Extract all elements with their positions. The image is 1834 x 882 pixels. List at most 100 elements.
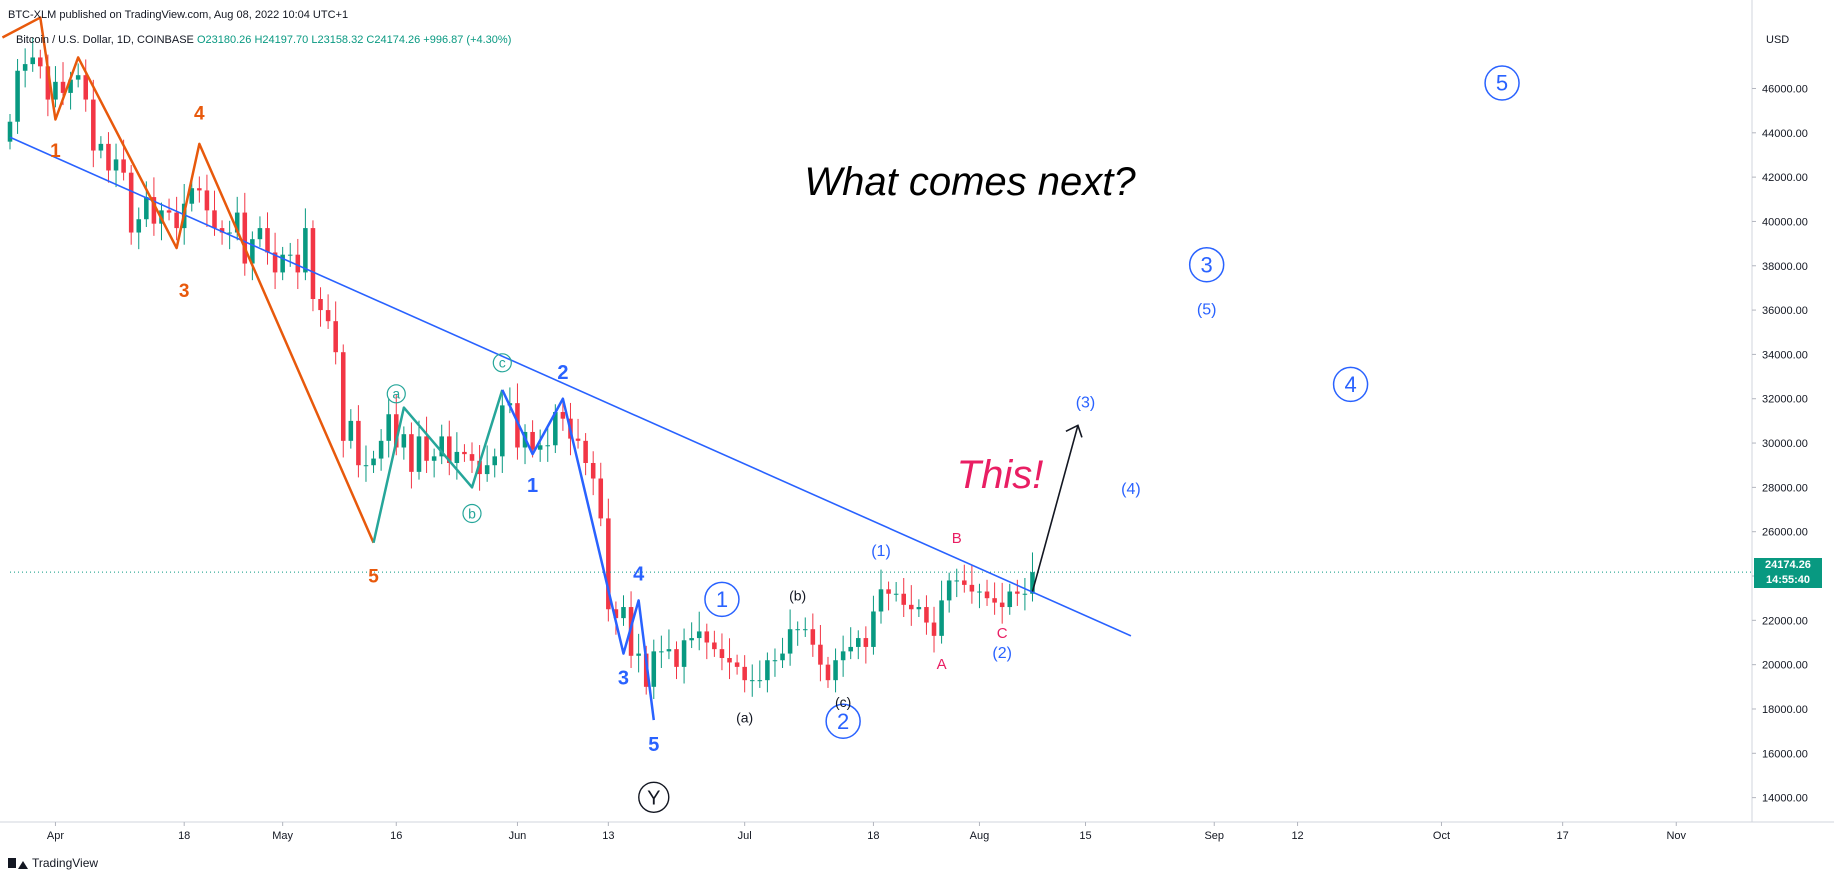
candle-body: [856, 638, 861, 647]
candle-body: [287, 254, 293, 256]
wave-label: a: [392, 386, 400, 402]
candle-body: [144, 197, 149, 220]
wave-label: (2): [992, 645, 1012, 662]
candle-body: [401, 434, 407, 448]
wave-label: A: [937, 656, 947, 673]
wave-label: 1: [716, 587, 728, 612]
ohlc-low: L23158.32: [311, 34, 364, 46]
candle-body: [530, 431, 535, 450]
wave-label-circle: [1484, 65, 1520, 101]
last-price-tag: 24174.26 14:55:40: [1754, 558, 1822, 588]
wave-label: 4: [194, 104, 205, 125]
candle-body: [696, 631, 702, 639]
candle-body: [651, 651, 657, 687]
wave-label-circle: [492, 353, 512, 373]
last-price: 24174.26: [1765, 559, 1811, 571]
candle-body: [962, 580, 967, 585]
wave-label: Y: [647, 787, 660, 809]
x-tick-label: 12: [1291, 830, 1303, 842]
wave-label-circle: [825, 703, 861, 739]
candle-body: [98, 143, 104, 151]
x-tick-label: Aug: [970, 830, 990, 842]
wave-label: 3: [618, 668, 629, 690]
candle-body: [409, 434, 414, 472]
candle-body: [909, 604, 914, 610]
orange-wave-path: [1, 16, 375, 544]
y-tick-label: 42000.00: [1762, 172, 1808, 184]
candle-body: [659, 651, 664, 653]
candle-body: [310, 228, 316, 300]
wave-label: b: [468, 505, 476, 521]
wave-label: (3): [1076, 395, 1096, 412]
candle-body: [893, 593, 899, 595]
y-tick-label: 28000.00: [1762, 482, 1808, 494]
tradingview-brand[interactable]: TradingView: [8, 856, 98, 870]
candle-body: [7, 121, 13, 142]
candle-body: [219, 228, 225, 233]
candle-body: [280, 254, 285, 273]
wave-label: (c): [835, 694, 851, 710]
candle-body: [924, 607, 929, 623]
x-tick-label: Sep: [1204, 830, 1224, 842]
candle-body: [719, 649, 725, 659]
tradingview-logo-icon: [8, 857, 28, 869]
candle-body: [810, 629, 816, 645]
candle-body: [469, 454, 475, 461]
candle-body: [386, 414, 391, 441]
descending-trendline: [9, 136, 1132, 637]
candle-body: [454, 451, 460, 463]
candle-body: [431, 456, 437, 461]
ohlc-change: +996.87 (+4.30%): [423, 34, 512, 46]
wave-label: 5: [368, 567, 379, 588]
wave-label: 1: [50, 141, 61, 162]
currency-label: USD: [1766, 34, 1790, 46]
candle-body: [734, 662, 740, 667]
wave-label: 4: [1344, 372, 1356, 397]
candle-body: [583, 440, 588, 463]
candle-body: [871, 611, 876, 647]
candle-body: [378, 440, 384, 459]
candle-body: [83, 75, 89, 100]
candle-body: [825, 664, 831, 681]
candle-body: [863, 638, 869, 647]
candle-body: [560, 412, 566, 419]
candle-body: [984, 591, 990, 599]
wave-label: 2: [557, 362, 568, 384]
candle-body: [363, 465, 369, 467]
y-tick-label: 30000.00: [1762, 438, 1808, 450]
candle-body: [969, 584, 975, 592]
candle-body: [1015, 591, 1020, 594]
wave-label: B: [952, 530, 962, 547]
y-tick-label: 36000.00: [1762, 305, 1808, 317]
x-tick-label: 13: [602, 830, 614, 842]
candle-body: [765, 660, 770, 681]
candle-body: [38, 57, 43, 67]
candle-body: [318, 299, 323, 311]
candle-body: [348, 420, 354, 441]
candle-body: [371, 458, 376, 466]
candle-body: [666, 649, 672, 652]
candle-body: [1007, 591, 1013, 608]
wave-label: (4): [1121, 481, 1141, 498]
candle-body: [780, 653, 785, 661]
y-tick-label: 44000.00: [1762, 128, 1808, 140]
candle-body: [590, 462, 596, 479]
candle-body: [439, 436, 444, 457]
wave-label: 2: [837, 709, 849, 734]
candle-body: [553, 412, 558, 446]
candle-body: [500, 405, 505, 457]
candle-body: [227, 232, 232, 234]
symbol-name[interactable]: Bitcoin / U.S. Dollar, 1D, COINBASE: [16, 34, 194, 46]
y-tick-label: 26000.00: [1762, 527, 1808, 539]
wave-label-circle: [638, 781, 670, 813]
projection-arrow: [1031, 425, 1079, 592]
brand-name: TradingView: [32, 856, 99, 870]
candle-body: [60, 81, 66, 93]
y-tick-label: 38000.00: [1762, 261, 1808, 273]
wave-label: (5): [1197, 302, 1217, 319]
candle-body: [447, 436, 452, 463]
x-tick-label: 17: [1557, 830, 1569, 842]
y-tick-label: 18000.00: [1762, 704, 1808, 716]
candle-body: [22, 64, 28, 71]
